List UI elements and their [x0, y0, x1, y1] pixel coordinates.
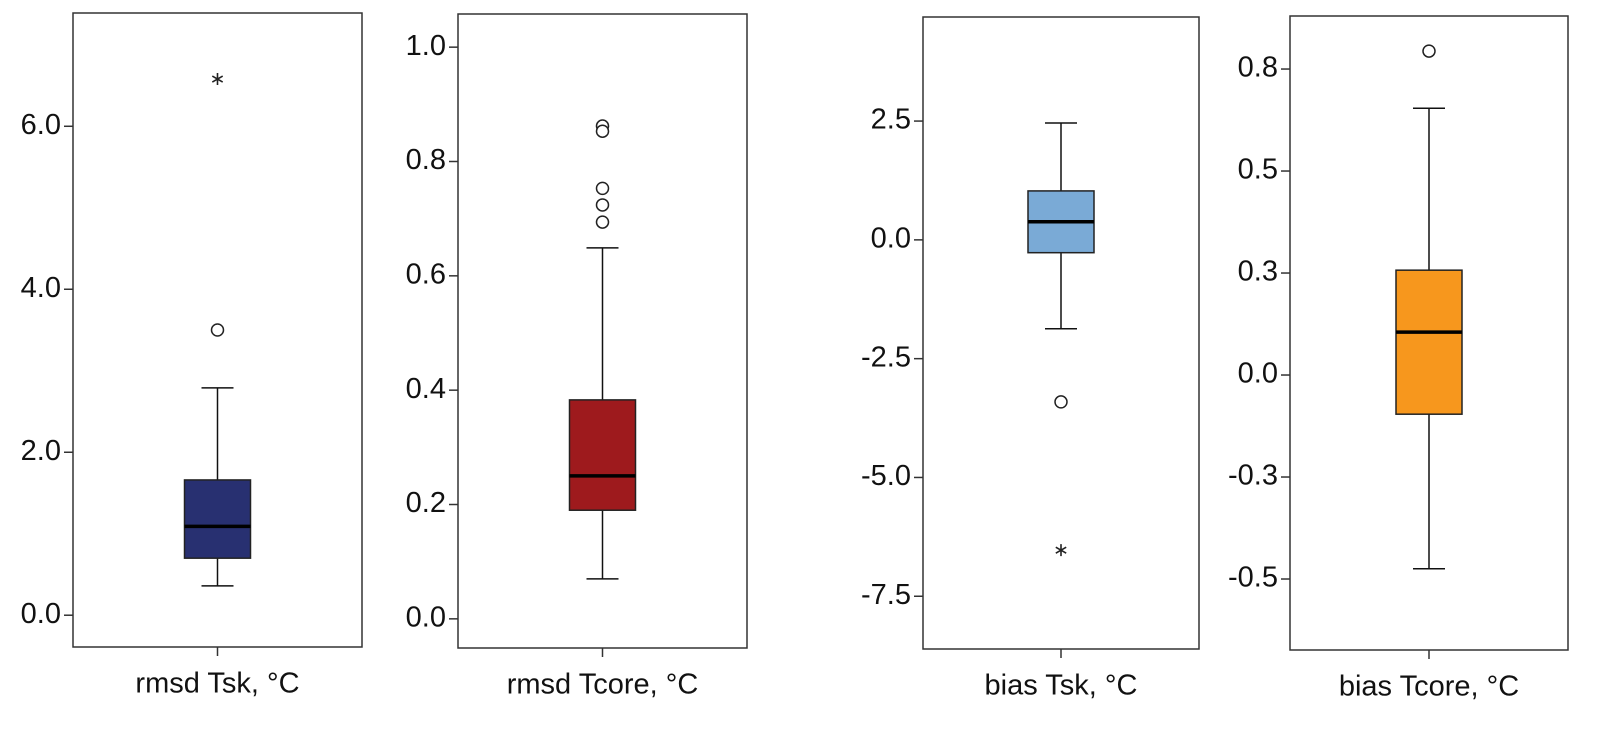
outlier	[1422, 44, 1436, 58]
x-axis-label: rmsd Tcore, °C	[507, 669, 699, 701]
y-tick-label: 0.6	[406, 258, 446, 290]
outlier	[595, 215, 610, 229]
extreme	[211, 73, 224, 86]
y-tick-label: 1.0	[406, 30, 446, 62]
outlier	[1054, 395, 1068, 409]
y-tick-label: 0.0	[1238, 358, 1278, 390]
y-tick-label: 0.5	[1238, 154, 1278, 186]
box	[1395, 269, 1463, 415]
y-tick-label: 2.0	[21, 435, 61, 467]
y-tick-label: 6.0	[21, 109, 61, 141]
y-tick-label: 0.0	[406, 602, 446, 634]
outlier	[595, 181, 610, 196]
extreme	[1055, 544, 1067, 557]
y-tick-label: -0.5	[1228, 562, 1278, 594]
y-tick-label: 0.0	[21, 598, 61, 630]
x-axis-label: rmsd Tsk, °C	[135, 668, 299, 700]
y-tick-label: -0.3	[1228, 460, 1278, 492]
y-tick-label: 0.8	[406, 144, 446, 176]
y-tick-label: 0.4	[406, 373, 446, 405]
y-tick-label: 0.3	[1238, 256, 1278, 288]
outlier	[210, 323, 225, 337]
outlier	[595, 198, 610, 212]
y-tick-label: -7.5	[861, 579, 911, 611]
y-tick-label: 4.0	[21, 272, 61, 304]
y-tick-label: 0.2	[406, 487, 446, 519]
box	[568, 399, 637, 511]
x-axis-label: bias Tsk, °C	[985, 670, 1138, 702]
y-tick-label: -5.0	[861, 460, 911, 492]
x-axis-label: bias Tcore, °C	[1339, 671, 1519, 703]
y-tick-label: 2.5	[871, 104, 911, 136]
outlier	[595, 124, 610, 138]
y-tick-label: -2.5	[861, 341, 911, 373]
box	[183, 479, 252, 559]
y-tick-label: 0.8	[1238, 52, 1278, 84]
y-tick-label: 0.0	[871, 223, 911, 255]
